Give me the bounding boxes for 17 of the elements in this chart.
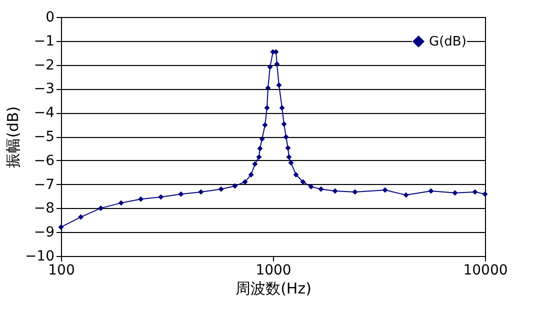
y-tick-label: −5 xyxy=(34,129,54,145)
y-tick-label: −1 xyxy=(34,33,54,50)
y-tick-label: −3 xyxy=(34,81,54,98)
x-axis-title: 周波数(Hz) xyxy=(236,280,312,298)
y-tick-label: −6 xyxy=(34,152,55,169)
y-tick-label: −10 xyxy=(24,248,54,264)
y-tick-label: −9 xyxy=(34,224,54,241)
y-tick-label: −2 xyxy=(34,57,54,74)
y-tick-label: −8 xyxy=(34,200,54,217)
y-tick-label: −4 xyxy=(34,105,55,122)
y-tick-label: −7 xyxy=(34,176,54,193)
x-tick-label: 10000 xyxy=(463,262,508,278)
y-tick-label: 0 xyxy=(46,10,54,26)
x-tick-label: 1000 xyxy=(256,262,292,278)
x-tick-label: 100 xyxy=(48,262,75,278)
legend-label: G(dB) xyxy=(429,34,466,50)
y-axis-title: 振幅(dB) xyxy=(4,106,22,168)
